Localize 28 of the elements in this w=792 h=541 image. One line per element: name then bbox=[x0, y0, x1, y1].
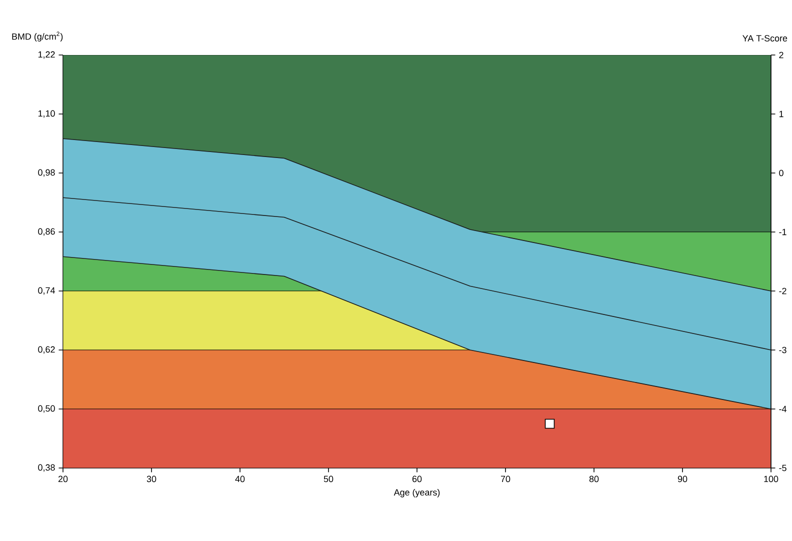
y-tick-label: 0,74 bbox=[38, 287, 55, 295]
x-tick-label: 100 bbox=[764, 476, 778, 482]
y2-axis-title: YA T-Score bbox=[742, 35, 788, 42]
y2-tick-label: -5 bbox=[779, 464, 786, 472]
y2-tick-label: -1 bbox=[779, 228, 786, 236]
x-tick-label: 80 bbox=[589, 476, 599, 482]
y-tick-label: 0,38 bbox=[38, 464, 55, 472]
y-tick-label: 1,22 bbox=[38, 51, 55, 59]
x-axis-title: Age (years) bbox=[394, 488, 440, 498]
x-tick-label: 70 bbox=[500, 476, 510, 482]
y2-tick-label: 2 bbox=[779, 52, 784, 58]
y2-tick-label: -4 bbox=[779, 406, 786, 412]
x-tick-label: 50 bbox=[324, 476, 334, 482]
y-tick-label: 0,86 bbox=[38, 228, 55, 236]
x-tick-label: 30 bbox=[146, 476, 156, 482]
y2-tick-label: 0 bbox=[779, 170, 784, 176]
x-tick-label: 20 bbox=[58, 476, 68, 482]
y-tick-label: 0,62 bbox=[38, 346, 55, 354]
y2-tick-label: -2 bbox=[779, 288, 786, 294]
y2-tick-label: -3 bbox=[779, 346, 786, 354]
x-tick-label: 90 bbox=[678, 476, 688, 482]
y-tick-label: 0,50 bbox=[38, 405, 55, 413]
y-axis-title: BMD (g/cm$^{2}$) bbox=[12, 32, 63, 42]
y-tick-label: 1,10 bbox=[38, 110, 55, 118]
x-tick-label: 60 bbox=[412, 476, 422, 482]
y-tick-label: 0,98 bbox=[38, 169, 55, 177]
x-tick-label: 40 bbox=[235, 476, 245, 482]
y2-tick-label: 1 bbox=[779, 110, 784, 118]
